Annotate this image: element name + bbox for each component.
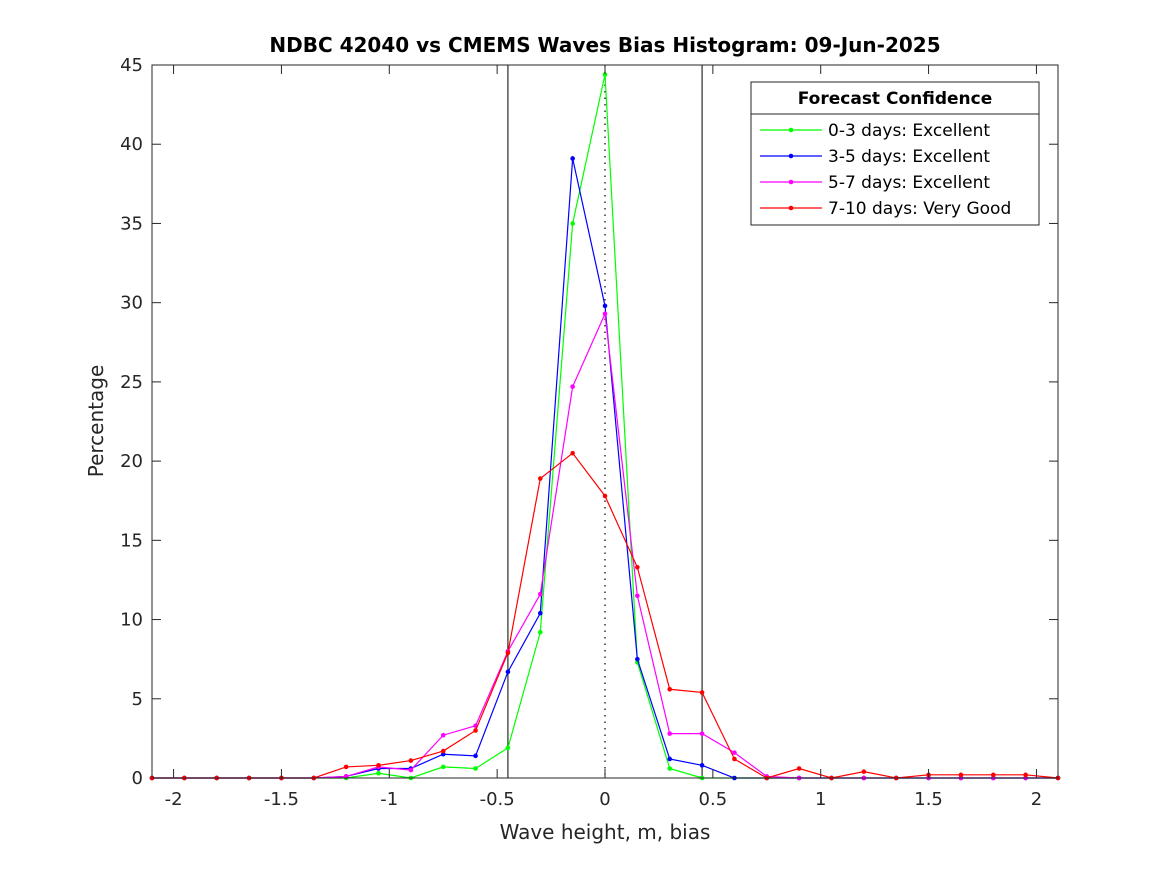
data-point <box>635 656 640 662</box>
legend-label: 5-7 days: Excellent <box>828 173 990 193</box>
x-tick-label: -1.5 <box>264 789 299 810</box>
legend-swatch-marker <box>788 179 794 185</box>
data-point <box>602 311 608 317</box>
x-tick-label: -0.5 <box>480 789 515 810</box>
data-point <box>408 767 414 773</box>
data-point <box>699 731 705 736</box>
y-tick-label: 30 <box>120 293 143 314</box>
data-point <box>537 610 543 616</box>
data-point <box>699 690 705 695</box>
data-point <box>635 593 640 599</box>
data-point <box>990 772 996 778</box>
data-point <box>667 756 673 762</box>
data-point <box>537 476 543 481</box>
x-tick-label: 2 <box>1031 789 1042 810</box>
y-tick-label: 5 <box>132 689 143 710</box>
legend-label: 7-10 days: Very Good <box>828 199 1011 219</box>
legend-swatch-marker <box>788 127 794 133</box>
data-point <box>440 748 446 754</box>
data-point <box>343 764 349 770</box>
data-point <box>505 745 511 751</box>
data-point <box>861 769 867 774</box>
data-point <box>667 731 673 736</box>
x-tick-label: 0.5 <box>699 789 728 810</box>
data-point <box>505 669 511 675</box>
x-tick-label: -2 <box>165 789 183 810</box>
data-point <box>505 650 511 656</box>
data-point <box>699 763 705 768</box>
legend-label: 3-5 days: Excellent <box>828 147 990 167</box>
legend-items: 0-3 days: Excellent 3-5 days: Excellent 5-… <box>760 121 1011 219</box>
data-point <box>958 772 964 778</box>
data-point <box>732 750 737 755</box>
data-point <box>570 221 575 226</box>
data-point <box>667 766 673 771</box>
legend: Forecast Confidence 0-3 days: Excellent 3… <box>750 81 1040 226</box>
data-point <box>602 303 608 309</box>
y-tick-label: 0 <box>132 768 143 789</box>
y-axis-label: Percentage <box>84 365 108 478</box>
data-point <box>408 758 414 763</box>
x-axis-label: Wave height, m, bias <box>500 820 711 844</box>
legend-label: 0-3 days: Excellent <box>828 121 990 141</box>
data-point <box>667 686 673 692</box>
legend-swatch-marker <box>788 153 794 159</box>
data-point <box>473 728 478 733</box>
x-tick-label: -1 <box>380 789 398 810</box>
y-tick-label: 10 <box>120 610 143 631</box>
data-point <box>570 156 575 161</box>
data-point <box>602 493 608 499</box>
data-point <box>440 764 446 770</box>
data-point <box>376 763 381 768</box>
x-tick-label: 1 <box>815 789 826 810</box>
legend-item-4: 7-10 days: Very Good <box>760 199 1011 219</box>
data-point <box>570 384 575 389</box>
data-point <box>440 732 446 738</box>
data-point <box>635 564 640 570</box>
y-tick-label: 40 <box>120 134 143 155</box>
data-point <box>732 756 737 762</box>
legend-swatch-marker <box>788 205 794 211</box>
legend-title: Forecast Confidence <box>798 89 993 109</box>
data-point <box>796 766 802 771</box>
y-tick-label: 20 <box>120 451 143 472</box>
data-point <box>440 751 446 757</box>
data-point <box>570 450 575 456</box>
legend-item-2: 3-5 days: Excellent <box>760 147 990 167</box>
legend-item-1: 0-3 days: Excellent <box>760 121 990 141</box>
y-tick-label: 25 <box>120 372 143 393</box>
data-point <box>537 591 543 597</box>
data-point <box>537 629 543 635</box>
data-point <box>602 72 608 77</box>
y-tick-label: 45 <box>120 55 143 76</box>
chart-title: NDBC 42040 vs CMEMS Waves Bias Histogram… <box>269 33 940 57</box>
data-point <box>1023 772 1028 778</box>
x-tick-label: 1.5 <box>914 789 943 810</box>
legend-item-3: 5-7 days: Excellent <box>760 173 990 193</box>
y-tick-label: 35 <box>120 213 143 234</box>
x-tick-label: 0 <box>599 789 610 810</box>
data-point <box>376 770 381 776</box>
reference-lines <box>507 65 703 778</box>
y-tick-label: 15 <box>120 530 143 551</box>
data-point <box>473 766 478 771</box>
data-point <box>473 753 478 759</box>
legend-box <box>750 81 1040 226</box>
